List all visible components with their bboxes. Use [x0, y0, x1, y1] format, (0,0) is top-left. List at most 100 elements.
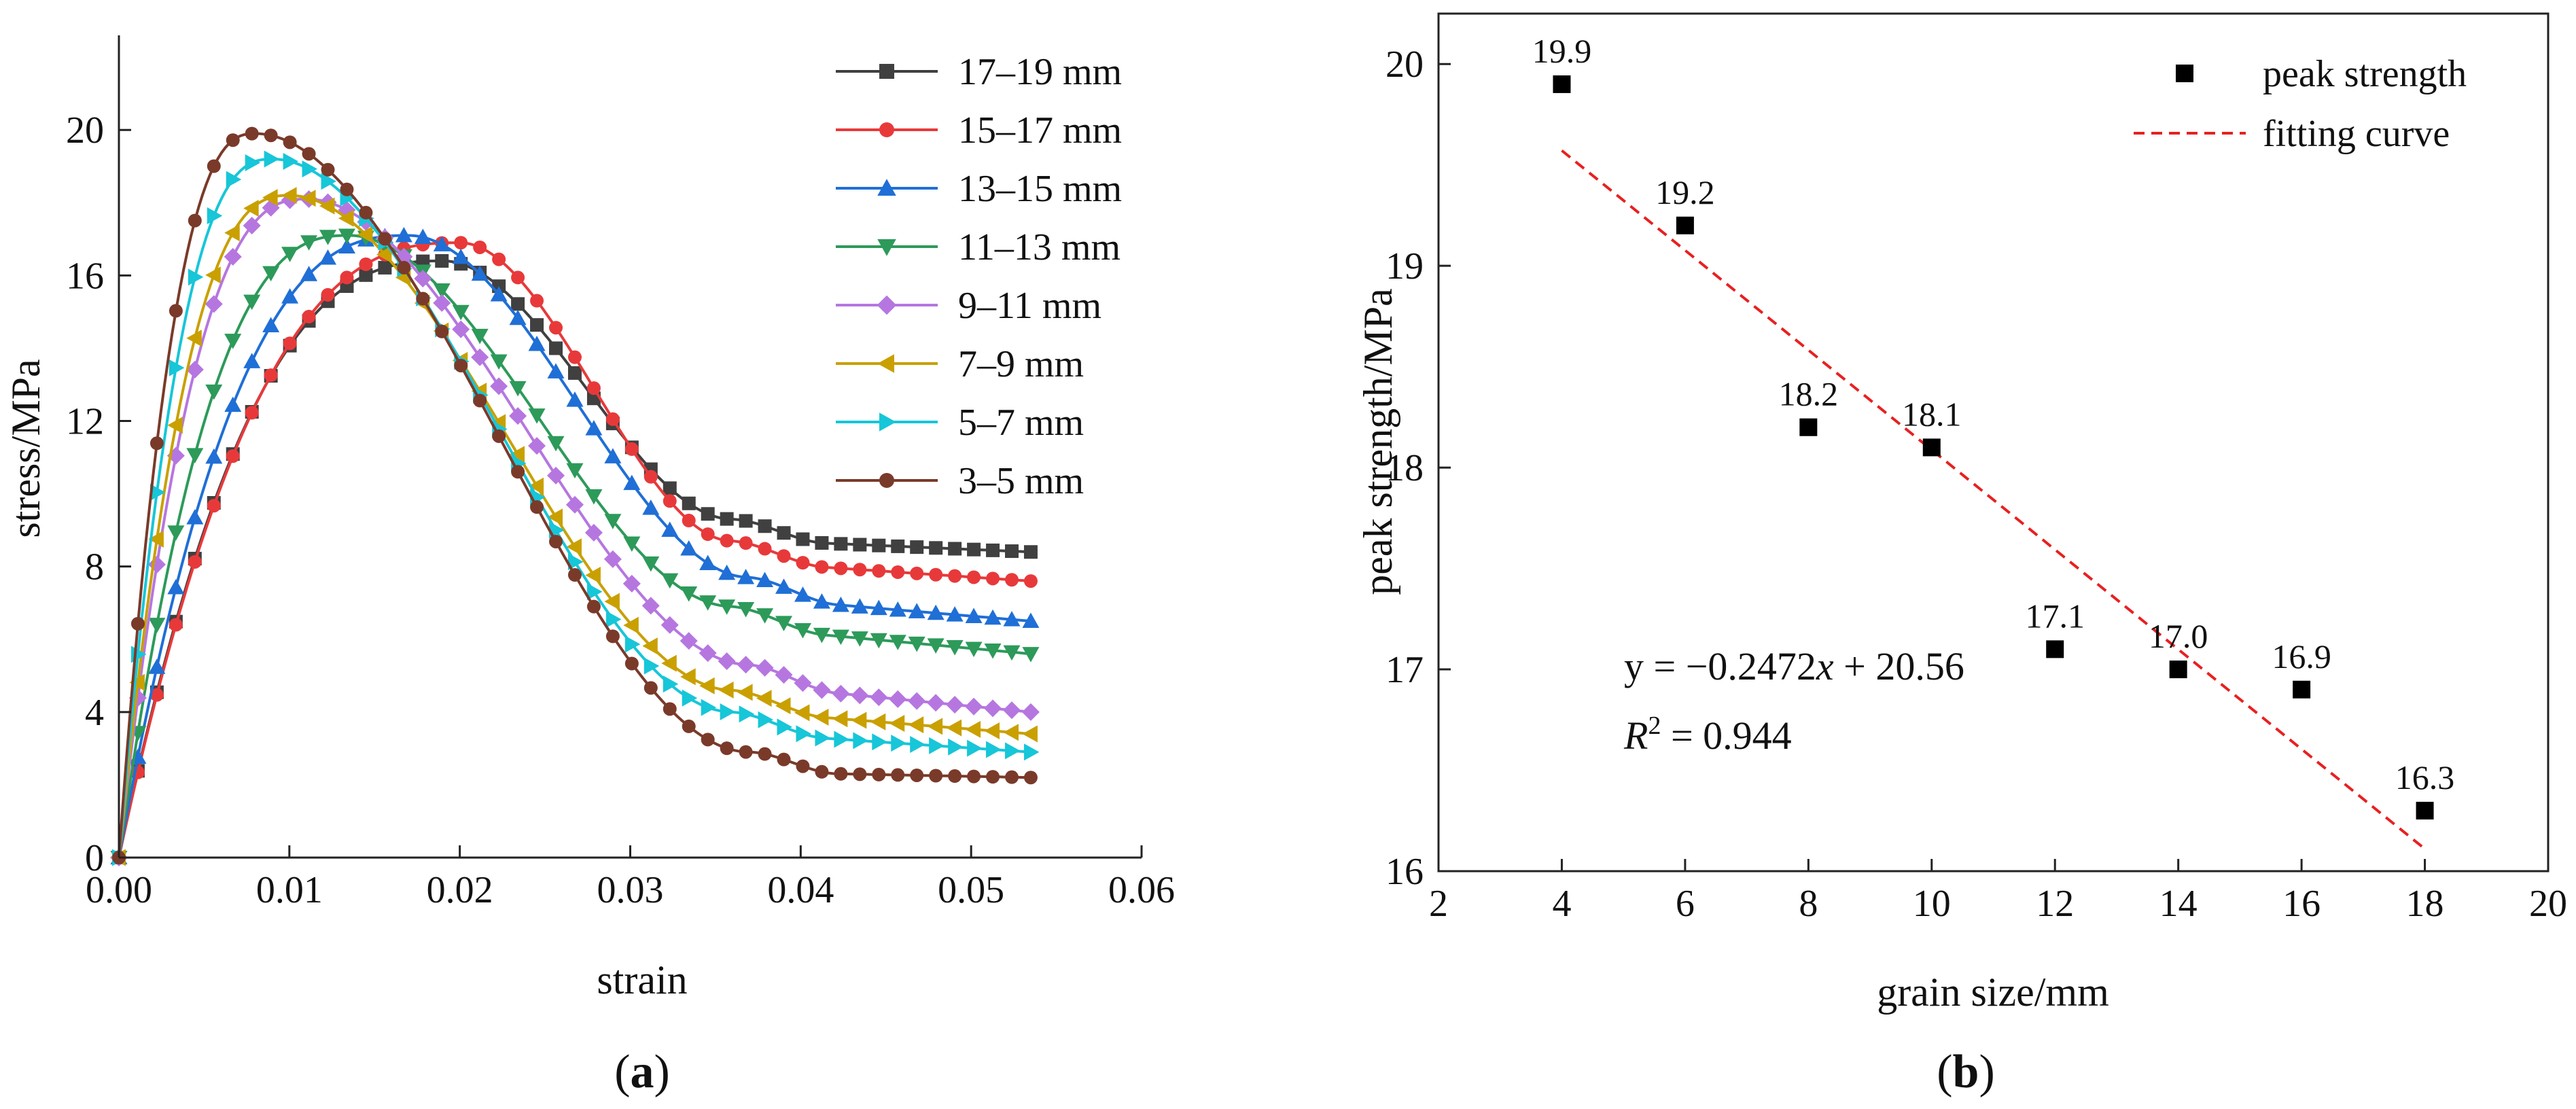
panel-a-data-point — [547, 363, 565, 379]
panel-b: 2 4 6 8 10 12 14 16 18 20 16 17 18 19 20 19.9 19.2 18.2… — [1356, 12, 2567, 1098]
panel-a-data-point — [604, 514, 622, 529]
panel-a-data-point — [1005, 770, 1019, 784]
panel-b-x-tick-label: 20 — [2529, 883, 2567, 925]
panel-a-data-point — [834, 730, 849, 748]
panel-a-data-point — [148, 658, 166, 674]
panel-a-data-point — [853, 538, 867, 552]
panel-a-data-point — [414, 228, 431, 245]
panel-a-data-point — [226, 133, 240, 147]
panel-a-data-point — [720, 533, 734, 548]
panel-a-data-point — [948, 569, 962, 583]
panel-a-data-point — [281, 288, 299, 304]
panel-b-y-axis-title: peak strength/MPa — [1356, 288, 1400, 595]
panel-a-data-point — [509, 446, 525, 463]
panel-a-legend-marker — [879, 64, 894, 79]
panel-a-data-point — [414, 270, 432, 288]
panel-a-data-point — [813, 593, 830, 609]
panel-a-data-point — [1023, 771, 1038, 785]
panel-a-data-point — [680, 586, 698, 602]
panel-a-data-point — [167, 579, 185, 595]
panel-b-data-label: 18.2 — [1779, 375, 1839, 413]
panel-a-data-point — [623, 474, 641, 491]
panel-a-data-point — [965, 608, 983, 623]
panel-a-legend-marker — [877, 179, 896, 196]
panel-a-data-point — [680, 668, 696, 686]
panel-a-data-point — [910, 735, 925, 753]
panel-a-data-point — [813, 681, 831, 699]
panel-a-data-point — [319, 230, 337, 245]
panel-a-data-point — [643, 681, 658, 695]
panel-a-data-point — [832, 629, 849, 646]
panel-a-data-point — [948, 542, 962, 556]
panel-a-data-point — [130, 616, 145, 631]
panel-a-data-point — [948, 738, 964, 756]
panel-a-data-point — [891, 735, 906, 752]
panel-a-data-point — [205, 384, 223, 400]
panel-b-x-tick-label: 14 — [2159, 883, 2198, 925]
panel-b-x-tick-label: 12 — [2036, 883, 2074, 925]
panel-a-data-point — [967, 769, 981, 784]
panel-a-data-point — [471, 348, 489, 366]
panel-a-legend-label: 13–15 mm — [958, 168, 1122, 210]
panel-a-data-point — [796, 532, 810, 546]
panel-a-data-point — [796, 725, 811, 743]
panel-a-data-point — [207, 207, 223, 225]
panel-b-x-tick-label: 10 — [1913, 883, 1951, 925]
panel-a-data-point — [281, 187, 297, 205]
panel-a-data-point — [680, 632, 698, 650]
panel-b-r2: R2 = 0.944 — [1623, 711, 1792, 758]
panel-b-x-tick-label: 2 — [1429, 883, 1448, 925]
panel-a-data-point — [188, 213, 202, 228]
panel-a-data-point — [775, 578, 793, 594]
panel-a-data-point — [565, 495, 584, 514]
panel-a-data-point — [663, 702, 677, 716]
panel-a-data-point — [891, 539, 905, 553]
panel-a-data-point — [492, 252, 506, 266]
panel-a-data-point — [796, 556, 810, 570]
panel-a-data-point — [682, 689, 698, 707]
panel-a-data-point — [832, 596, 849, 612]
panel-b-y-tick-label: 20 — [1386, 43, 1424, 86]
panel-a-data-point — [454, 358, 468, 372]
panel-a-data-point — [986, 571, 1000, 586]
panel-a-data-point — [986, 741, 1002, 758]
panel-a-data-point — [511, 297, 525, 311]
panel-a-data-point — [986, 543, 1000, 557]
panel-b-data-label: 17.1 — [2025, 597, 2085, 635]
panel-a-x-axis-title: strain — [597, 957, 687, 1002]
panel-a-data-point — [758, 519, 772, 533]
panel-b-equation: y = −0.2472x + 20.56 — [1624, 644, 1964, 688]
panel-a-data-point — [815, 535, 829, 550]
panel-a-data-point — [739, 745, 753, 759]
panel-a-data-point — [473, 393, 487, 408]
panel-a-data-point — [283, 336, 297, 351]
panel-a-data-point — [585, 420, 603, 436]
panel-a-data-point — [929, 541, 943, 555]
panel-a-data-point — [224, 224, 240, 242]
panel-a-data-point — [169, 618, 183, 632]
panel-a-data-point — [511, 270, 525, 285]
panel-b-data-label: 19.9 — [1532, 32, 1592, 70]
panel-a-data-point — [929, 567, 943, 582]
panel-a-data-point — [169, 359, 185, 376]
panel-a-data-point — [604, 448, 622, 463]
panel-a-data-point — [302, 147, 316, 161]
panel-a-legend-label: 5–7 mm — [958, 402, 1084, 444]
panel-a-legend-marker — [879, 473, 894, 488]
panel-a-data-point — [452, 304, 470, 321]
panel-a-data-point — [566, 463, 584, 479]
panel-a-data-point — [567, 567, 582, 582]
panel-a-data-point — [433, 236, 451, 251]
panel-a-data-point — [338, 238, 355, 253]
panel-a-x-tick-label: 0.00 — [86, 869, 152, 911]
panel-a-data-point — [243, 353, 261, 368]
panel-a-data-point — [167, 417, 183, 434]
panel-a-series — [112, 126, 1038, 864]
panel-a-y-ticks: 0 4 8 12 16 20 — [66, 109, 131, 879]
panel-a-data-point — [701, 527, 715, 542]
panel-a-data-point — [567, 350, 582, 364]
panel-a-data-point — [834, 561, 848, 576]
panel-a-legend-marker — [879, 412, 896, 432]
panel-b-caption-letter: b — [1953, 1046, 1979, 1098]
panel-a-data-point — [207, 499, 221, 513]
